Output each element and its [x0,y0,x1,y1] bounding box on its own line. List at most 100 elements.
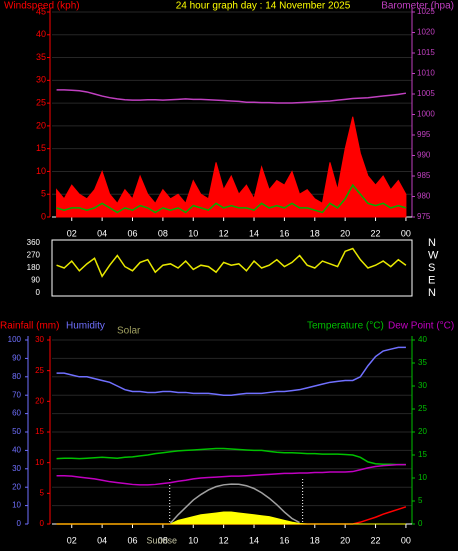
sun-label: Sunrise [146,535,177,545]
y-tick-label: 35 [418,358,427,367]
y-tick-label: 40 [12,446,21,455]
y-tick-label: 975 [417,212,431,221]
series-label: Rainfall (mm) [0,321,59,332]
direction-frame [51,239,413,297]
x-tick-label: 02 [67,228,77,238]
y-tick-label: 30 [12,464,21,473]
y-tick-label: 100 [8,335,22,344]
series-label: Temperature (°C) [307,321,384,332]
series-area [56,511,406,525]
y-tick-label: 0 [41,211,46,221]
y-tick-label: 35 [36,52,46,62]
y-tick-label: 20 [36,120,46,130]
chart-title: 24 hour graph day : 14 November 2025 [176,1,351,12]
x-tick-label: 16 [279,535,289,545]
y-tick-label: W [428,249,439,261]
y-tick-label: 995 [417,130,431,139]
y-tick-label: 20 [418,427,427,436]
x-tick-label: 00 [401,228,411,238]
x-tick-label: 04 [97,228,107,238]
y-tick-label: 10 [12,501,21,510]
x-tick-label: 22 [371,228,381,238]
series-line [56,447,406,466]
x-tick-label: 10 [188,535,198,545]
barometer-label: Barometer (hpa) [381,1,454,12]
x-tick-label: 18 [310,228,320,238]
x-tick-label: 06 [127,535,137,545]
series-line [56,183,407,214]
series-line [56,346,406,396]
x-tick-label: 14 [249,535,259,545]
y-tick-label: 20 [35,396,44,405]
y-tick-label: 40 [418,335,427,344]
y-tick-label: 0 [17,519,22,528]
y-tick-label: 60 [12,409,21,418]
y-tick-label: 45 [36,6,46,16]
series-area [56,116,407,218]
x-tick-label: 18 [310,535,320,545]
series-label: Solar [117,326,141,337]
x-tick-label: 00 [401,535,411,545]
y-tick-label: 0 [40,519,45,528]
y-tick-label: 30 [36,75,46,85]
y-tick-label: 1015 [417,48,435,57]
y-tick-label: 30 [418,381,427,390]
y-tick-label: 20 [12,482,21,491]
y-tick-label: E [428,274,435,286]
series-label: Humidity [66,321,105,332]
x-tick-label: 12 [219,535,229,545]
y-tick-label: 10 [418,473,427,482]
series-line [56,89,407,104]
y-tick-label: 25 [418,404,427,413]
y-tick-label: 980 [417,192,431,201]
y-tick-label: 15 [36,143,46,153]
x-tick-label: 14 [249,228,259,238]
x-tick-label: 16 [279,228,289,238]
series-line [56,463,406,486]
y-tick-label: 5 [418,496,423,505]
y-tick-label: N [428,287,436,299]
y-tick-label: 1020 [417,28,435,37]
y-tick-label: 1025 [417,7,435,16]
y-tick-label: 10 [35,458,44,467]
y-tick-label: 270 [27,251,41,260]
y-tick-label: 1010 [417,69,435,78]
x-tick-label: 20 [340,228,350,238]
y-tick-label: 90 [31,276,40,285]
x-tick-label: 22 [371,535,381,545]
y-tick-label: 50 [12,427,21,436]
y-tick-label: 990 [417,151,431,160]
y-tick-label: 985 [417,171,431,180]
y-tick-label: 25 [36,97,46,107]
x-tick-label: 02 [67,535,77,545]
y-tick-label: 10 [36,166,46,176]
series-label: Dew Point (°C) [388,321,454,332]
y-tick-label: 5 [40,488,45,497]
x-tick-label: 04 [97,535,107,545]
y-tick-label: 0 [418,519,423,528]
y-tick-label: 180 [27,263,41,272]
y-tick-label: 1000 [417,110,435,119]
y-tick-label: 15 [35,427,44,436]
y-tick-label: 40 [36,29,46,39]
y-tick-label: 30 [35,335,44,344]
y-tick-label: 0 [36,288,41,297]
y-tick-label: 70 [12,390,21,399]
y-tick-label: 1005 [417,89,435,98]
y-tick-label: S [428,262,435,274]
windspeed-label: Windspeed (kph) [4,1,80,12]
y-tick-label: 80 [12,372,21,381]
y-tick-label: 15 [418,450,427,459]
x-tick-label: 20 [340,535,350,545]
y-tick-label: 360 [27,238,41,247]
x-tick-label: 10 [188,228,198,238]
y-tick-label: 5 [41,189,46,199]
y-tick-label: N [428,237,436,249]
y-tick-label: 25 [35,366,44,375]
x-tick-label: 08 [158,535,168,545]
series-line [169,483,300,524]
y-tick-label: 90 [12,354,21,363]
x-tick-label: 06 [127,228,137,238]
series-line [56,247,407,278]
